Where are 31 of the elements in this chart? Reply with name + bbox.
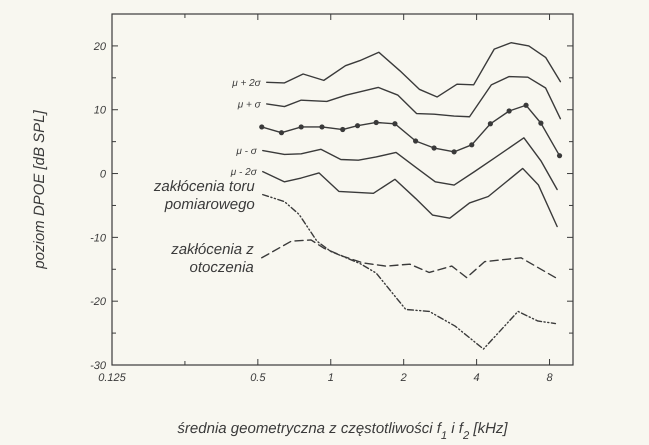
series-label: μ - 2σ: [230, 167, 258, 178]
series-label: μ + σ: [236, 99, 262, 110]
series-label: μ + 2σ: [231, 78, 262, 89]
point: [506, 108, 512, 114]
series-label: μ - σ: [235, 146, 258, 158]
y-tick-label: -30: [90, 360, 107, 372]
point: [354, 123, 360, 128]
x-tick-label: 4: [474, 372, 480, 384]
series-label: zakłócenia z otoczenia: [170, 241, 254, 276]
point: [374, 120, 379, 126]
series-label: zakłócenia toru pomiarowego: [152, 178, 256, 213]
x-tick-label: 8: [546, 372, 554, 384]
y-tick-label: 0: [100, 168, 107, 181]
point: [392, 121, 398, 126]
x-tick-label: 2: [400, 372, 407, 384]
point: [488, 121, 493, 126]
y-tick-label: -10: [90, 232, 107, 244]
y-tick-label: 10: [94, 104, 107, 117]
y-axis-title: poziom DPOE [dB SPL]: [31, 109, 48, 270]
point: [298, 124, 304, 130]
x-tick-label: 1: [328, 372, 334, 384]
point: [413, 138, 418, 144]
point: [259, 124, 264, 130]
point: [431, 145, 437, 151]
x-axis-title: średnia geometryczna z częstotliwości f$_{1}$ i f$_{2}$ [kHz]: [177, 420, 508, 442]
point: [278, 130, 284, 136]
y-tick-label: 20: [92, 40, 107, 53]
y-tick-label: -20: [90, 296, 107, 308]
point: [469, 142, 474, 148]
x-tick-label: 0.125: [98, 372, 127, 384]
x-tick-label: 0.5: [250, 372, 266, 384]
